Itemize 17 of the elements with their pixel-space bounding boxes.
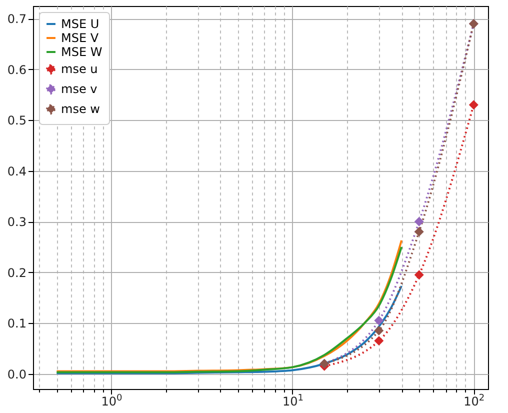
x-tick-label: 10$^{1}$ xyxy=(282,394,304,408)
legend-label: MSE W xyxy=(61,45,102,59)
legend-label: MSE U xyxy=(61,17,100,31)
y-tick-label: 0.2 xyxy=(7,266,26,280)
y-tick-label: 0.3 xyxy=(7,215,26,230)
y-tick-label: 0.4 xyxy=(7,164,26,178)
y-tick-label: 0.6 xyxy=(7,62,26,77)
y-tick-label: 0.1 xyxy=(7,316,26,331)
y-tick-label: 0.5 xyxy=(7,114,26,128)
y-tick-label: 0.0 xyxy=(7,367,26,382)
x-tick-label: 10$^{2}$ xyxy=(464,394,485,408)
legend-label: mse u xyxy=(61,62,98,76)
y-tick-label: 0.7 xyxy=(7,12,26,26)
legend-label: mse v xyxy=(61,82,98,96)
legend-label: MSE V xyxy=(61,31,100,45)
legend-label: mse w xyxy=(61,102,100,116)
x-tick-label: 10$^{0}$ xyxy=(101,394,123,408)
